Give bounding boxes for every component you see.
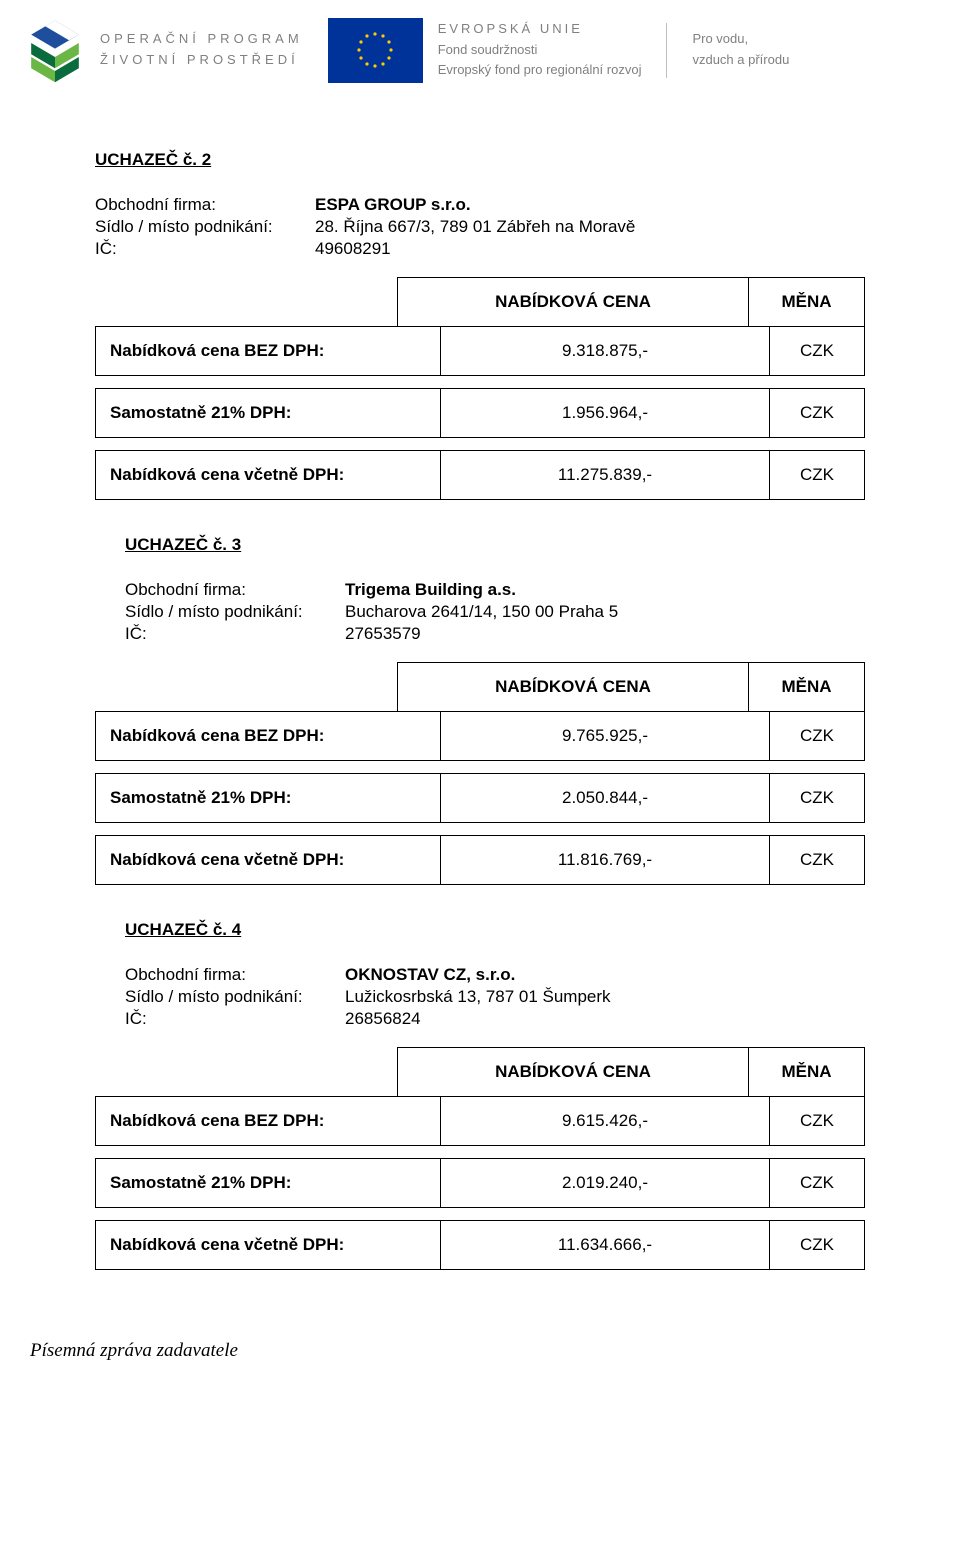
row-price: 9.615.426,- [440, 1096, 770, 1146]
table-head-row: NABÍDKOVÁ CENA MĚNA [95, 277, 865, 326]
row-curr: CZK [770, 835, 865, 885]
info-row: Sídlo / místo podnikání: Lužickosrbská 1… [125, 987, 865, 1007]
info-row: Sídlo / místo podnikání: 28. Října 667/3… [95, 217, 865, 237]
row-curr: CZK [770, 450, 865, 500]
addr-label: Sídlo / místo podnikání: [125, 987, 345, 1007]
row-label: Samostatně 21% DPH: [95, 388, 440, 438]
row-price: 2.050.844,- [440, 773, 770, 823]
row-price: 11.816.769,- [440, 835, 770, 885]
row-curr: CZK [770, 388, 865, 438]
row-price: 11.275.839,- [440, 450, 770, 500]
opzp-logo-block: OPERAČNÍ PROGRAM ŽIVOTNÍ PROSTŘEDÍ [20, 15, 303, 85]
row-price: 9.765.925,- [440, 711, 770, 761]
row-label: Nabídková cena BEZ DPH: [95, 1096, 440, 1146]
table-row: Nabídková cena BEZ DPH: 9.318.875,- CZK [95, 326, 865, 376]
row-label: Nabídková cena včetně DPH: [95, 450, 440, 500]
op-line2: ŽIVOTNÍ PROSTŘEDÍ [100, 50, 303, 71]
row-price: 11.634.666,- [440, 1220, 770, 1270]
head-curr: MĚNA [749, 1047, 865, 1096]
info-row: Obchodní firma: Trigema Building a.s. [125, 580, 865, 600]
eu-text: EVROPSKÁ UNIE Fond soudržnosti Evropský … [438, 19, 642, 81]
eu-flag-icon [328, 18, 423, 83]
row-curr: CZK [770, 1158, 865, 1208]
ic: 27653579 [345, 624, 865, 644]
ic-label: IČ: [125, 1009, 345, 1029]
table-row: Nabídková cena BEZ DPH: 9.765.925,- CZK [95, 711, 865, 761]
table-head-row: NABÍDKOVÁ CENA MĚNA [95, 1047, 865, 1096]
eu-block: EVROPSKÁ UNIE Fond soudržnosti Evropský … [328, 18, 642, 83]
bidder-title: UCHAZEČ č. 2 [95, 150, 865, 170]
document-page: OPERAČNÍ PROGRAM ŽIVOTNÍ PROSTŘEDÍ [0, 0, 960, 1402]
divider [666, 23, 667, 78]
table-row: Samostatně 21% DPH: 1.956.964,- CZK [95, 388, 865, 438]
row-price: 1.956.964,- [440, 388, 770, 438]
table-row: Nabídková cena včetně DPH: 11.816.769,- … [95, 835, 865, 885]
table-row: Nabídková cena BEZ DPH: 9.615.426,- CZK [95, 1096, 865, 1146]
eu-line2: Fond soudržnosti [438, 40, 642, 61]
row-curr: CZK [770, 326, 865, 376]
info-row: Obchodní firma: OKNOSTAV CZ, s.r.o. [125, 965, 865, 985]
row-label: Nabídková cena včetně DPH: [95, 835, 440, 885]
head-curr: MĚNA [749, 662, 865, 711]
addr-label: Sídlo / místo podnikání: [125, 602, 345, 622]
ic-label: IČ: [95, 239, 315, 259]
footer-note: Písemná zpráva zadavatele [0, 1340, 960, 1362]
table-row: Samostatně 21% DPH: 2.050.844,- CZK [95, 773, 865, 823]
eu-line3: Evropský fond pro regionální rozvoj [438, 60, 642, 81]
op-line1: OPERAČNÍ PROGRAM [100, 29, 303, 50]
head-price: NABÍDKOVÁ CENA [397, 277, 749, 326]
slogan-line1: Pro vodu, [692, 29, 789, 50]
row-label: Samostatně 21% DPH: [95, 1158, 440, 1208]
firm-name: ESPA GROUP s.r.o. [315, 195, 865, 215]
head-curr: MĚNA [749, 277, 865, 326]
price-table: NABÍDKOVÁ CENA MĚNA Nabídková cena BEZ D… [95, 277, 865, 500]
eu-line1: EVROPSKÁ UNIE [438, 19, 642, 40]
firm-name: Trigema Building a.s. [345, 580, 865, 600]
row-curr: CZK [770, 1220, 865, 1270]
row-curr: CZK [770, 711, 865, 761]
addr: Bucharova 2641/14, 150 00 Praha 5 [345, 602, 865, 622]
info-row: Sídlo / místo podnikání: Bucharova 2641/… [125, 602, 865, 622]
info-row: Obchodní firma: ESPA GROUP s.r.o. [95, 195, 865, 215]
ic: 49608291 [315, 239, 865, 259]
row-price: 2.019.240,- [440, 1158, 770, 1208]
row-price: 9.318.875,- [440, 326, 770, 376]
bidder-title: UCHAZEČ č. 4 [125, 920, 865, 940]
slogan-line2: vzduch a přírodu [692, 50, 789, 71]
price-table: NABÍDKOVÁ CENA MĚNA Nabídková cena BEZ D… [95, 662, 865, 885]
opzp-logo-icon [20, 15, 90, 85]
table-head-row: NABÍDKOVÁ CENA MĚNA [95, 662, 865, 711]
table-row: Nabídková cena včetně DPH: 11.634.666,- … [95, 1220, 865, 1270]
opzp-text: OPERAČNÍ PROGRAM ŽIVOTNÍ PROSTŘEDÍ [100, 29, 303, 71]
document-body: UCHAZEČ č. 2 Obchodní firma: ESPA GROUP … [0, 150, 960, 1270]
row-label: Samostatně 21% DPH: [95, 773, 440, 823]
row-curr: CZK [770, 773, 865, 823]
info-row: IČ: 49608291 [95, 239, 865, 259]
slogan: Pro vodu, vzduch a přírodu [692, 29, 789, 71]
price-table: NABÍDKOVÁ CENA MĚNA Nabídková cena BEZ D… [95, 1047, 865, 1270]
ic-label: IČ: [125, 624, 345, 644]
head-price: NABÍDKOVÁ CENA [397, 1047, 749, 1096]
firm-label: Obchodní firma: [125, 965, 345, 985]
addr: Lužickosrbská 13, 787 01 Šumperk [345, 987, 865, 1007]
addr: 28. Října 667/3, 789 01 Zábřeh na Moravě [315, 217, 865, 237]
row-label: Nabídková cena včetně DPH: [95, 1220, 440, 1270]
table-row: Nabídková cena včetně DPH: 11.275.839,- … [95, 450, 865, 500]
info-row: IČ: 26856824 [125, 1009, 865, 1029]
row-label: Nabídková cena BEZ DPH: [95, 711, 440, 761]
row-curr: CZK [770, 1096, 865, 1146]
bidder-title: UCHAZEČ č. 3 [125, 535, 865, 555]
addr-label: Sídlo / místo podnikání: [95, 217, 315, 237]
table-row: Samostatně 21% DPH: 2.019.240,- CZK [95, 1158, 865, 1208]
ic: 26856824 [345, 1009, 865, 1029]
head-price: NABÍDKOVÁ CENA [397, 662, 749, 711]
row-label: Nabídková cena BEZ DPH: [95, 326, 440, 376]
header-band: OPERAČNÍ PROGRAM ŽIVOTNÍ PROSTŘEDÍ [0, 0, 960, 115]
firm-label: Obchodní firma: [95, 195, 315, 215]
info-row: IČ: 27653579 [125, 624, 865, 644]
firm-label: Obchodní firma: [125, 580, 345, 600]
firm-name: OKNOSTAV CZ, s.r.o. [345, 965, 865, 985]
